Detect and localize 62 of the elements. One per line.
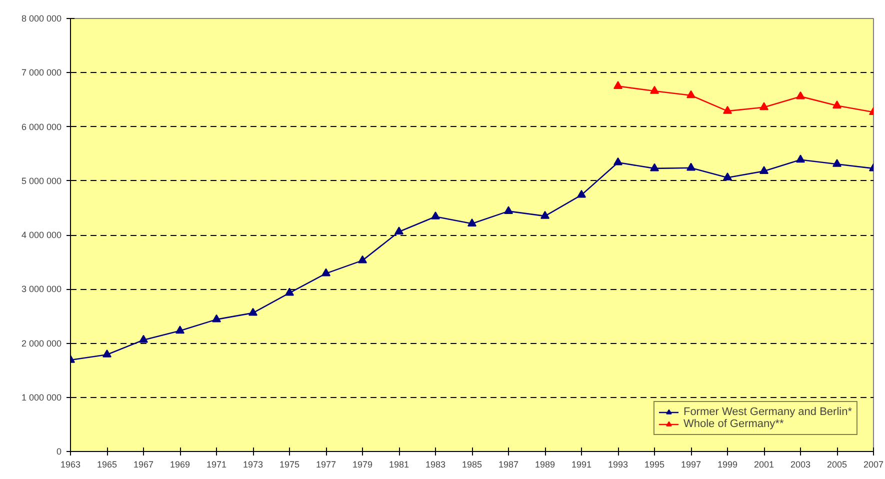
point xyxy=(650,86,659,94)
x-tick-label: 1995 xyxy=(644,460,665,470)
x-tick-label: 1981 xyxy=(388,460,410,470)
x-tick-label: 1967 xyxy=(133,460,154,470)
point xyxy=(102,349,112,358)
point xyxy=(577,190,586,198)
point xyxy=(394,226,404,235)
x-tick-label: 2003 xyxy=(790,460,811,470)
y-tick-label: 7 000 000 xyxy=(21,68,62,78)
point xyxy=(504,206,513,214)
x-tick-label: 1965 xyxy=(96,460,118,470)
point xyxy=(285,288,294,296)
point xyxy=(650,163,659,172)
y-tick-label: 6 000 000 xyxy=(21,122,62,132)
x-tick-label: 1973 xyxy=(242,460,264,470)
x-tick-label: 1979 xyxy=(352,460,373,470)
x-tick-label: 2001 xyxy=(754,460,774,470)
x-tick-label: 1971 xyxy=(206,460,227,470)
point xyxy=(723,106,732,114)
point xyxy=(686,162,696,171)
point xyxy=(614,157,622,166)
y-tick-label: 1 000 000 xyxy=(21,392,62,402)
point xyxy=(212,314,221,322)
x-tick-label: 1963 xyxy=(60,460,81,470)
point xyxy=(796,91,805,100)
point xyxy=(760,102,768,110)
x-tick-label: 1985 xyxy=(462,460,482,470)
point xyxy=(358,255,367,264)
x-tick-label: 1977 xyxy=(316,460,336,470)
point xyxy=(723,172,732,180)
y-tick-label: 8 000 000 xyxy=(21,14,62,24)
y-tick-label: 3 000 000 xyxy=(21,284,62,294)
y-tick-label: 2 000 000 xyxy=(21,338,62,348)
point xyxy=(248,308,258,316)
x-tick-label: 1993 xyxy=(608,460,628,470)
legend-label: Former West Germany and Berlin* xyxy=(683,406,852,418)
x-tick-label: 1975 xyxy=(279,460,300,470)
x-tick-label: 1989 xyxy=(534,460,556,470)
x-tick-label: 1997 xyxy=(680,460,702,470)
x-tick-label: 1983 xyxy=(425,460,446,470)
point xyxy=(540,210,550,219)
point xyxy=(686,90,696,98)
point xyxy=(431,211,440,220)
point xyxy=(614,81,622,89)
point xyxy=(322,268,330,276)
x-tick-label: 2007 xyxy=(863,460,884,470)
point xyxy=(832,158,842,167)
legend-label: Whole of Germany** xyxy=(683,418,784,430)
x-tick-label: 1999 xyxy=(717,460,738,470)
point xyxy=(139,334,148,343)
point xyxy=(796,154,805,163)
point xyxy=(760,166,768,174)
y-tick-label: 0 xyxy=(56,446,62,456)
x-tick-label: 2005 xyxy=(826,460,848,470)
y-tick-label: 4 000 000 xyxy=(21,230,62,240)
x-tick-label: 1991 xyxy=(571,460,592,470)
point xyxy=(468,218,476,226)
point xyxy=(176,326,184,334)
x-tick-label: 1969 xyxy=(170,460,190,470)
x-tick-label: 1987 xyxy=(498,460,519,470)
point xyxy=(832,100,842,108)
y-tick-label: 5 000 000 xyxy=(21,176,62,186)
